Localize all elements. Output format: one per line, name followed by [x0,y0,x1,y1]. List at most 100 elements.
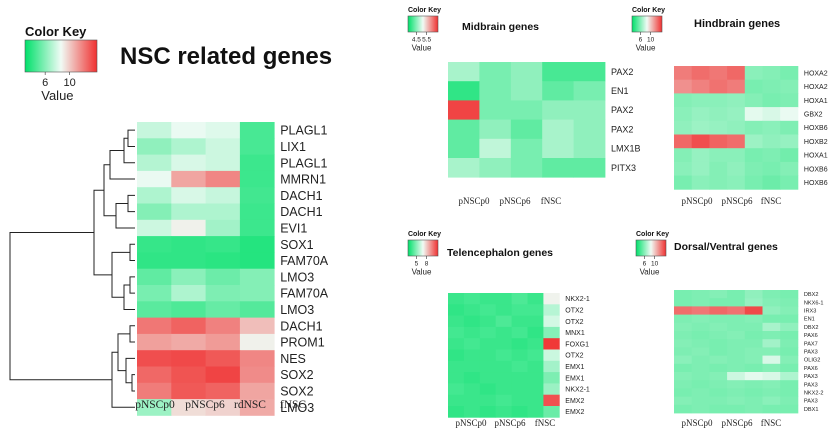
heatmap-cell [137,154,172,172]
heatmap-cell [527,406,544,418]
heatmap-cell [674,290,693,299]
color-key-gradient [407,15,439,33]
heatmap-cell [709,175,728,190]
heatmap-cell [780,396,799,406]
heatmap-cell [137,333,172,351]
heatmap-cell [762,175,781,190]
row-label: SOX1 [280,238,313,252]
heatmap-cell [727,339,746,348]
heatmap-cell [171,317,206,335]
heatmap-cell [495,293,512,305]
heatmap-cell [205,122,241,139]
heatmap-cell [479,81,512,101]
heatmap-cell [510,158,543,178]
heatmap-cell [762,107,781,122]
heatmap-cell [744,339,763,348]
heatmap-cell [543,326,560,339]
heatmap-cell [744,372,763,381]
heatmap-cell [727,107,746,122]
heatmap-cell [674,148,693,163]
heatmap-cell [762,134,781,149]
row-label: LMO3 [280,270,314,284]
row-label: PLAGL1 [280,156,327,170]
heatmap-cell [171,236,206,253]
row-label: DBX2 [804,325,819,331]
column-label: fNSC [541,196,562,206]
heatmap-cell [573,62,606,82]
heatmap-cell [205,301,241,318]
heatmap-cell [239,366,275,384]
column-label: pNSCp6 [721,196,753,206]
heatmap-cell [510,81,543,101]
heatmap-cell [171,382,206,400]
heatmap-cell [691,314,710,324]
heatmap-cell [511,315,528,328]
heatmap-cell [674,93,693,108]
dendrogram-branch [125,357,135,384]
heatmap-cell [691,175,710,190]
heatmap-cell [727,322,746,332]
heatmap-cell [709,79,728,94]
row-label: PAX3 [804,374,818,380]
heatmap-cell [527,326,544,339]
row-label: PAX3 [804,399,818,405]
row-label: LIX1 [280,140,306,154]
heatmap-cell [495,394,512,407]
heatmap-cell [727,79,746,94]
dendrogram-branch [111,251,130,298]
heatmap-cell [448,138,480,159]
heatmap-cell [511,383,528,396]
row-label: EN1 [611,86,629,96]
row-label: FOXG1 [565,341,589,348]
heatmap-cell [137,366,172,384]
heatmap-cell [205,236,241,253]
heatmap-cell [463,372,481,384]
heatmap-cell [780,93,799,108]
row-label: EMX2 [565,398,584,405]
heatmap-cell [479,304,497,316]
heatmap-cell [762,298,781,307]
heatmap-cell [463,338,481,350]
row-dendrogram [9,129,135,408]
heatmap-cell [780,363,799,373]
row-label: PITX3 [611,163,636,173]
heatmap-cell [543,406,560,418]
dendrogram-branch [115,203,135,229]
color-key-title: Color Key [632,7,665,14]
heatmap-cell [709,388,728,397]
heatmap-cell [727,404,746,414]
heatmap-cell [674,79,693,94]
heatmap-cell [448,360,465,373]
column-label: pNSCp6 [721,418,753,428]
heatmap-cell [479,406,497,418]
heatmap-cell [674,298,693,307]
color-key-tick-label: 10 [64,77,76,89]
heatmap-cell [727,347,746,356]
heatmap-cell [573,158,606,178]
heatmap-cell [691,372,710,381]
row-label: EN1 [804,317,815,323]
heatmap-cell [137,170,172,188]
heatmap-cell [744,363,763,373]
heatmap-cell [727,363,746,373]
heatmap-cell [744,314,763,324]
heatmap-cell [137,122,172,139]
heatmap-cell [239,187,275,204]
heatmap-cell [727,388,746,397]
heatmap-cell [727,161,746,176]
heatmap-cell [463,349,481,362]
heatmap-cell [744,120,763,135]
heatmap-cell [527,304,544,316]
heatmap-cell [674,404,693,414]
heatmap-cell [744,107,763,122]
heatmap-cell [691,404,710,414]
heatmap-cell [171,301,206,318]
heatmap-cell [137,350,172,367]
heatmap-cell [479,62,512,82]
heatmap-cell [762,148,781,163]
heatmap-cell [744,148,763,163]
heatmap-cell [137,138,172,155]
heatmap-cell [762,93,781,108]
dendrogram-branch [109,150,135,180]
heatmap-cell [448,406,465,418]
